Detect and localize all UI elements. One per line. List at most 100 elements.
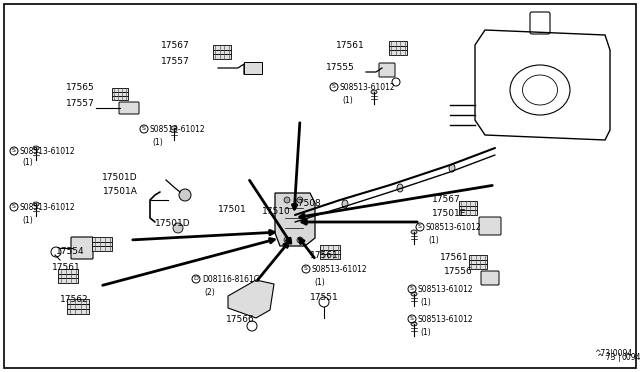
FancyBboxPatch shape (379, 63, 395, 77)
Bar (213, 50, 231, 54)
Text: 17561: 17561 (336, 42, 365, 51)
Bar (58, 269, 78, 274)
Text: D08116-8161G: D08116-8161G (202, 276, 260, 285)
Bar (112, 88, 128, 92)
Text: 17557: 17557 (67, 99, 95, 109)
Text: (1): (1) (420, 327, 431, 337)
Bar (459, 206, 477, 210)
Text: 17557: 17557 (161, 58, 190, 67)
Text: S: S (142, 126, 146, 131)
Bar (389, 50, 407, 55)
Bar (459, 210, 477, 215)
Text: 17501A: 17501A (103, 187, 138, 196)
Text: S08513-61012: S08513-61012 (418, 315, 474, 324)
Bar (389, 46, 407, 50)
Bar (469, 264, 487, 269)
Text: 17562: 17562 (60, 295, 88, 305)
Text: 17561: 17561 (52, 263, 81, 273)
Text: S: S (418, 224, 422, 230)
Bar (67, 298, 89, 304)
Text: S: S (410, 286, 414, 292)
Text: (1): (1) (314, 278, 324, 286)
Text: 17555: 17555 (326, 64, 355, 73)
Bar (67, 304, 89, 308)
Circle shape (284, 197, 290, 203)
Text: (1): (1) (420, 298, 431, 307)
Text: 17510: 17510 (262, 208, 291, 217)
Text: ^73|0094: ^73|0094 (594, 350, 632, 359)
Ellipse shape (411, 292, 417, 296)
Bar (244, 62, 262, 74)
Text: 17554: 17554 (56, 247, 84, 257)
Text: S08513-61012: S08513-61012 (20, 203, 76, 212)
Text: 17501E: 17501E (432, 209, 467, 218)
Text: S08513-61012: S08513-61012 (20, 148, 76, 157)
Text: (1): (1) (22, 215, 33, 224)
Text: S08513-61012: S08513-61012 (312, 266, 367, 275)
Text: 17501D: 17501D (155, 219, 191, 228)
Circle shape (284, 237, 290, 243)
Circle shape (173, 223, 183, 233)
Text: (1): (1) (152, 138, 163, 147)
Text: S08513-61012: S08513-61012 (426, 224, 482, 232)
Bar (213, 54, 231, 59)
Text: 17556: 17556 (444, 267, 473, 276)
Ellipse shape (449, 164, 455, 172)
Bar (469, 260, 487, 264)
Ellipse shape (33, 202, 39, 206)
Text: 17501: 17501 (218, 205, 247, 215)
Bar (459, 201, 477, 206)
Polygon shape (228, 280, 274, 318)
Text: S: S (12, 148, 16, 154)
Ellipse shape (292, 214, 298, 222)
Ellipse shape (371, 90, 377, 94)
Bar (58, 274, 78, 278)
Circle shape (297, 237, 303, 243)
Text: |: | (618, 353, 621, 362)
Text: 17567: 17567 (432, 196, 461, 205)
Bar (320, 250, 340, 254)
Bar (92, 242, 112, 246)
Text: (1): (1) (428, 235, 439, 244)
Text: 17551: 17551 (310, 294, 339, 302)
Text: S08513-61012: S08513-61012 (150, 125, 205, 135)
Bar (92, 237, 112, 242)
Bar (58, 278, 78, 283)
Text: 17567: 17567 (161, 42, 190, 51)
Text: 0094: 0094 (622, 353, 640, 362)
Text: ^ 73: ^ 73 (597, 353, 616, 362)
Bar (112, 96, 128, 100)
Text: D: D (193, 276, 198, 282)
Text: S: S (304, 266, 308, 272)
Text: S08513-61012: S08513-61012 (340, 83, 396, 93)
Ellipse shape (411, 322, 417, 326)
Text: 17561: 17561 (310, 251, 339, 260)
Text: 17565: 17565 (67, 83, 95, 93)
Ellipse shape (411, 230, 417, 234)
Text: 17566: 17566 (226, 315, 255, 324)
Text: S: S (410, 317, 414, 321)
Text: 17508: 17508 (293, 199, 322, 208)
Polygon shape (275, 193, 315, 246)
Ellipse shape (171, 126, 177, 130)
Text: S: S (12, 205, 16, 209)
Circle shape (297, 197, 303, 203)
Text: S: S (332, 84, 336, 90)
Text: 17561: 17561 (440, 253, 468, 263)
Bar (112, 92, 128, 96)
Ellipse shape (342, 200, 348, 208)
FancyBboxPatch shape (71, 237, 93, 259)
Bar (92, 246, 112, 251)
Text: (1): (1) (22, 158, 33, 167)
Text: (1): (1) (342, 96, 353, 105)
Ellipse shape (33, 146, 39, 150)
Text: 17501D: 17501D (102, 173, 138, 183)
Ellipse shape (397, 184, 403, 192)
Circle shape (179, 189, 191, 201)
Bar (389, 41, 407, 46)
FancyBboxPatch shape (479, 217, 501, 235)
Bar (320, 245, 340, 250)
Text: S08513-61012: S08513-61012 (418, 285, 474, 295)
FancyBboxPatch shape (481, 271, 499, 285)
Bar (213, 45, 231, 50)
